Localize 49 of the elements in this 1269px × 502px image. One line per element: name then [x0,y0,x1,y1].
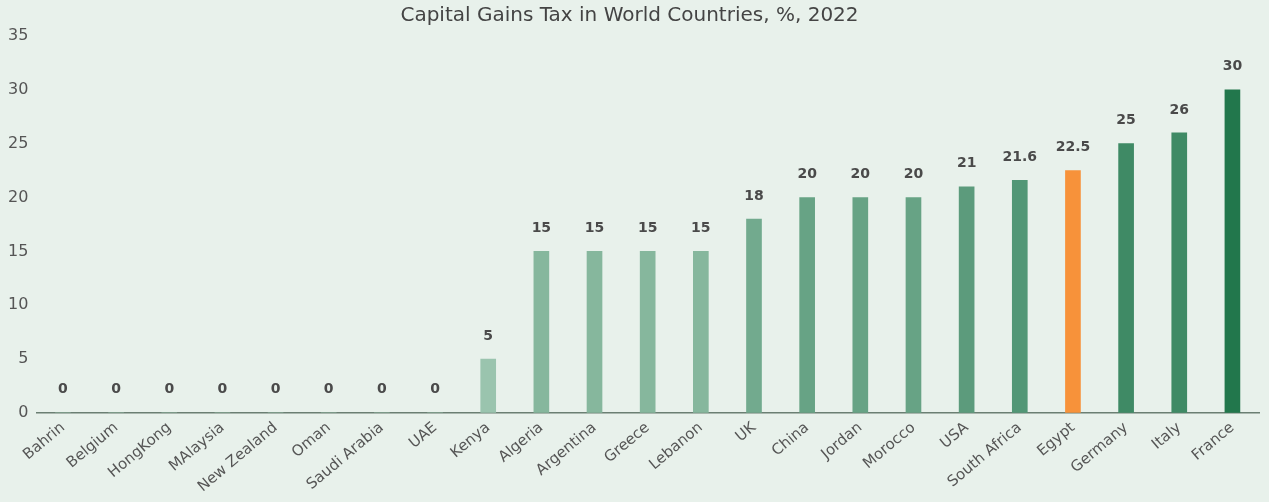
data-label: 26 [1169,100,1189,117]
data-label: 22.5 [1055,138,1091,155]
bar [905,197,922,413]
data-label: 0 [323,380,334,397]
bar [1118,143,1134,413]
data-label: 15 [637,218,658,235]
bar [852,197,869,413]
y-tick-label: 20 [8,186,29,206]
data-label: 20 [850,165,871,182]
x-tick-label: USA [936,417,973,452]
chart-title: Capital Gains Tax in World Countries, %, 2022 [400,2,859,27]
bar [533,251,550,413]
data-label: 0 [430,380,441,397]
y-tick-label: 10 [8,294,29,314]
bar [586,251,603,413]
x-tick-label: UK [731,417,760,446]
data-label: 18 [744,186,764,203]
data-label: 15 [584,218,605,235]
data-label: 5 [483,326,494,343]
bar [480,358,497,413]
data-label: 15 [531,218,552,235]
bar [1224,89,1241,413]
bar [693,251,709,413]
data-label: 20 [903,165,924,182]
bar [639,251,656,413]
bar [746,218,762,413]
y-tick-label: 0 [18,402,29,422]
data-label: 30 [1222,57,1243,74]
bar [1011,179,1028,413]
data-label: 20 [797,165,818,182]
y-tick-label: 30 [8,78,29,98]
data-label: 0 [217,380,228,397]
bar [799,197,815,413]
data-label: 21 [956,154,977,171]
bar [1171,132,1188,413]
y-tick-label: 5 [18,348,29,368]
data-label: 0 [270,380,281,397]
data-label: 25 [1116,111,1136,128]
data-label: 0 [164,380,175,397]
data-label: 21.6 [1002,147,1038,164]
y-tick-label: 35 [8,25,29,45]
data-label: 0 [111,380,122,397]
bar [1065,170,1081,413]
data-label: 0 [377,380,388,397]
bar [958,186,975,413]
data-label: 0 [58,380,69,397]
data-label: 15 [691,218,711,235]
y-tick-label: 15 [8,240,29,260]
y-tick-label: 25 [8,132,29,152]
